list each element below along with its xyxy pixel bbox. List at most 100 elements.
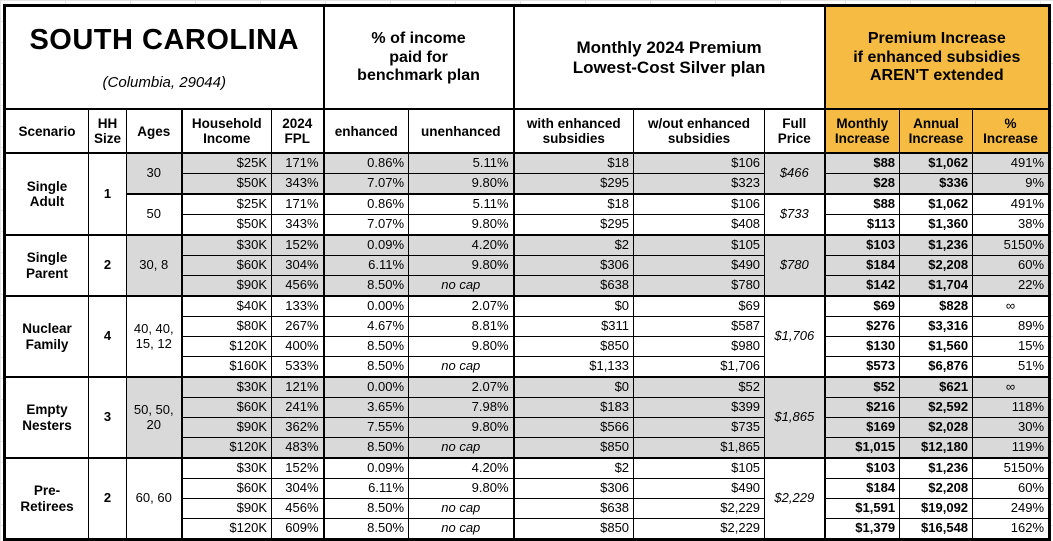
fpl-cell: 609%	[270, 518, 325, 541]
monthly-increase-cell: $142	[823, 275, 901, 297]
with-subsidies-cell: $1,133	[512, 356, 635, 378]
fpl-cell: 304%	[270, 478, 325, 500]
state-title: SOUTH CAROLINA	[29, 23, 300, 56]
monthly-increase-cell: $52	[823, 376, 901, 399]
income-cell: $25K	[180, 193, 272, 216]
unenhanced-pct-cell: no cap	[408, 437, 515, 459]
enhanced-pct-cell: 6.11%	[322, 478, 410, 500]
fpl-cell: 171%	[270, 193, 325, 216]
ages-cell: 30, 8	[126, 234, 182, 297]
hh-size-cell: 3	[88, 376, 127, 459]
annual-increase-cell: $1,236	[899, 457, 974, 480]
monthly-increase-cell: $573	[823, 356, 901, 378]
group-header-increase: Premium Increase if enhanced subsidies A…	[823, 5, 1051, 111]
pct-increase-cell: 22%	[972, 275, 1051, 297]
hh-size-cell: 2	[88, 457, 127, 541]
full-price-cell: $2,229	[764, 457, 826, 541]
with-subsidies-cell: $850	[512, 518, 635, 541]
fpl-cell: 152%	[270, 234, 325, 257]
premium-scenarios-table: SOUTH CAROLINA (Columbia, 29044) % of in…	[3, 4, 1052, 541]
enhanced-pct-cell: 6.11%	[322, 255, 410, 277]
pct-increase-cell: 491%	[972, 193, 1051, 216]
ages-cell: 30	[126, 152, 182, 195]
wout-subsidies-cell: $106	[633, 152, 766, 175]
annual-increase-cell: $19,092	[899, 498, 974, 520]
table-row: Pre-Retirees 2 60, 60 $30K 152% 0.09% 4.20% $2 $…	[4, 457, 1051, 541]
wout-subsidies-cell: $490	[633, 478, 766, 500]
annual-increase-cell: $828	[899, 295, 974, 318]
wout-subsidies-cell: $1,706	[633, 356, 766, 378]
annual-increase-cell: $6,876	[899, 356, 974, 378]
scenario-cell: Empty Nesters	[4, 376, 89, 459]
enhanced-pct-cell: 7.07%	[322, 214, 410, 236]
unenhanced-pct-cell: 9.80%	[408, 173, 515, 195]
wout-subsidies-cell: $105	[633, 234, 766, 257]
income-cell: $60K	[180, 255, 272, 277]
unenhanced-pct-cell: 9.80%	[408, 417, 515, 439]
table-row: $60K 241% 3.65% 7.98% $183 $399 $216 $2,592 118%	[5, 397, 1051, 419]
full-price-cell: $466	[764, 152, 826, 195]
ages-cell: 60, 60	[126, 457, 182, 541]
fpl-cell: 121%	[270, 376, 325, 399]
annual-increase-cell: $621	[899, 376, 974, 399]
wout-subsidies-cell: $106	[633, 193, 766, 216]
fpl-cell: 241%	[270, 397, 325, 419]
table-row: $120K 400% 8.50% 9.80% $850 $980 $130 $1,560 15%	[5, 336, 1051, 358]
income-cell: $60K	[180, 397, 272, 419]
col-header-pct-increase: % Increase	[972, 108, 1051, 155]
col-header-annual-increase: Annual Increase	[899, 108, 974, 155]
monthly-increase-cell: $88	[823, 152, 901, 175]
unenhanced-pct-cell: 9.80%	[408, 336, 515, 358]
pct-increase-cell: ∞	[972, 295, 1051, 318]
table-row: 50 $25K 171% 0.86% 5.11% $18 $106 $733 $88 $1,062…	[5, 193, 1051, 236]
monthly-increase-cell: $103	[823, 234, 901, 257]
pct-increase-cell: 249%	[972, 498, 1051, 520]
enhanced-pct-cell: 0.00%	[322, 376, 410, 399]
monthly-increase-cell: $276	[823, 316, 901, 338]
with-subsidies-cell: $18	[512, 152, 635, 175]
enhanced-pct-cell: 8.50%	[322, 356, 410, 378]
annual-increase-cell: $2,208	[899, 255, 974, 277]
pct-increase-cell: 15%	[972, 336, 1051, 358]
pct-increase-cell: 118%	[972, 397, 1051, 419]
fpl-cell: 304%	[270, 255, 325, 277]
unenhanced-pct-cell: 7.98%	[408, 397, 515, 419]
with-subsidies-cell: $638	[512, 275, 635, 297]
col-header-full-price: Full Price	[764, 108, 826, 155]
ages-cell: 50	[126, 193, 182, 236]
income-cell: $120K	[180, 518, 272, 541]
wout-subsidies-cell: $323	[633, 173, 766, 195]
fpl-cell: 456%	[270, 275, 325, 297]
fpl-cell: 400%	[270, 336, 325, 358]
fpl-cell: 343%	[270, 214, 325, 236]
enhanced-pct-cell: 0.09%	[322, 457, 410, 480]
enhanced-pct-cell: 3.65%	[322, 397, 410, 419]
fpl-cell: 483%	[270, 437, 325, 459]
with-subsidies-cell: $18	[512, 193, 635, 216]
income-cell: $50K	[180, 173, 272, 195]
enhanced-pct-cell: 0.00%	[322, 295, 410, 318]
monthly-increase-cell: $113	[823, 214, 901, 236]
wout-subsidies-cell: $399	[633, 397, 766, 419]
col-header-wout-subsidies: w/out enhanced subsidies	[633, 108, 766, 155]
monthly-increase-cell: $1,591	[823, 498, 901, 520]
hh-size-cell: 2	[88, 234, 127, 297]
full-price-cell: $1,706	[764, 295, 826, 378]
annual-increase-cell: $16,548	[899, 518, 974, 541]
wout-subsidies-cell: $1,865	[633, 437, 766, 459]
annual-increase-cell: $1,560	[899, 336, 974, 358]
pct-increase-cell: ∞	[972, 376, 1051, 399]
unenhanced-pct-cell: no cap	[408, 498, 515, 520]
income-cell: $60K	[180, 478, 272, 500]
unenhanced-pct-cell: no cap	[408, 275, 515, 297]
unenhanced-pct-cell: 2.07%	[408, 376, 515, 399]
table-row: $80K 267% 4.67% 8.81% $311 $587 $276 $3,316 89%	[5, 316, 1051, 338]
with-subsidies-cell: $295	[512, 214, 635, 236]
enhanced-pct-cell: 8.50%	[322, 275, 410, 297]
column-header-row: Scenario HH Size Ages Household Income 2…	[4, 108, 1051, 155]
table-row: Single Parent 2 30, 8 $30K 152% 0.09% 4.20% $2 $…	[4, 234, 1051, 297]
pct-increase-cell: 38%	[972, 214, 1051, 236]
col-header-fpl: 2024 FPL	[270, 108, 325, 155]
annual-increase-cell: $1,062	[899, 193, 974, 216]
with-subsidies-cell: $295	[512, 173, 635, 195]
